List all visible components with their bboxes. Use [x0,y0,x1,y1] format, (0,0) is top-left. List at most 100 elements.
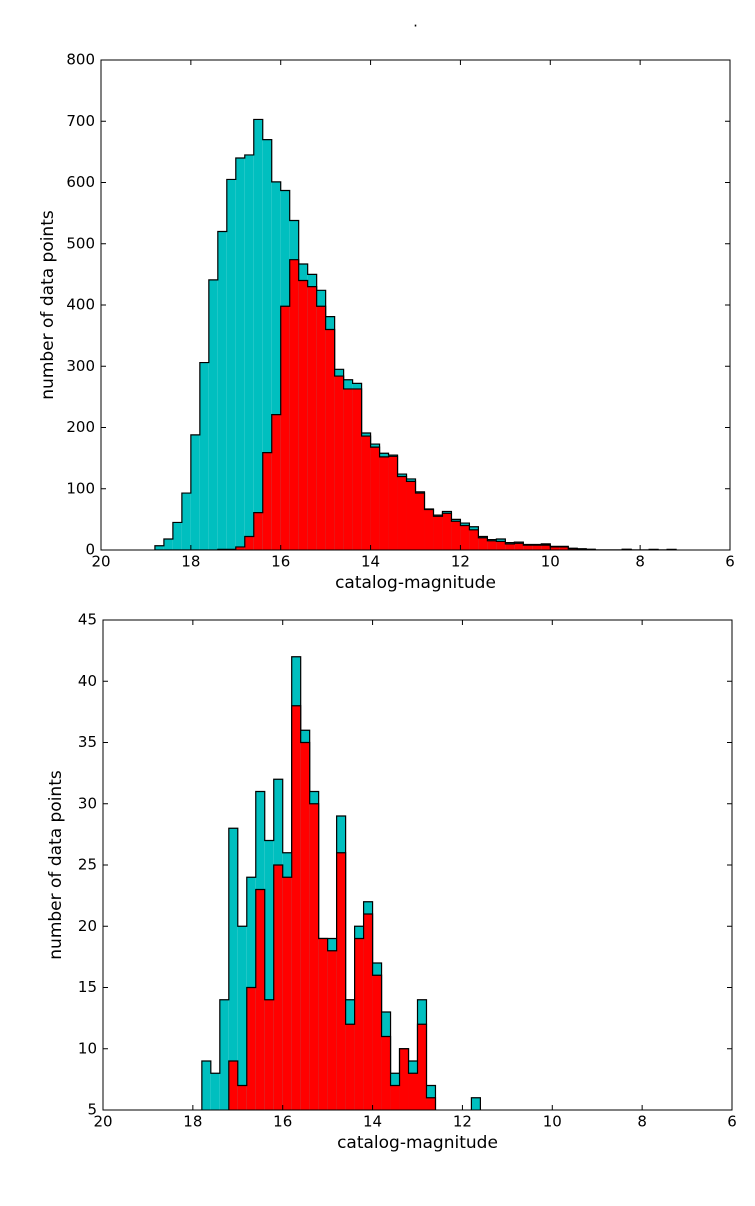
y-tick-label: 5 [87,1101,97,1119]
y-tick-label: 100 [66,479,95,497]
bar [172,522,182,550]
bar [451,521,461,550]
bar [541,545,551,550]
bar [226,179,236,550]
bar [300,742,310,1110]
plot-area [201,656,481,1110]
bar [219,999,229,1110]
bar [514,543,524,550]
bar [363,914,373,1110]
x-tick-label: 12 [453,1113,472,1131]
y-tick-label: 600 [66,173,95,191]
bar [208,279,218,550]
bar [550,546,560,550]
x-tick-label: 12 [451,553,470,571]
bar [415,493,425,550]
bar [388,456,398,550]
y-tick-label: 30 [78,794,97,812]
y-tick-label: 400 [66,296,95,314]
x-tick-label: 14 [361,553,380,571]
bar [471,1097,481,1110]
bar [345,1024,355,1110]
y-tick-label: 800 [66,51,95,69]
bar [235,546,245,550]
x-tick-label: 10 [541,553,560,571]
histogram-outline [154,118,677,550]
plot-area [154,118,677,550]
bar [372,975,382,1110]
bar [325,329,335,550]
bar [271,414,281,550]
x-axis-label: catalog-magnitude [337,1133,498,1153]
bar [262,452,272,550]
bar [505,543,515,550]
bar [390,1085,400,1110]
bar [343,388,353,550]
bar [523,545,533,550]
bar [397,476,407,550]
x-tick-label: 20 [93,1113,112,1131]
bar [273,865,283,1110]
bar [460,525,470,550]
y-tick-label: 500 [66,234,95,252]
bar [237,926,247,1110]
bar [289,259,299,550]
bar [559,546,569,550]
y-axis-label: number of data points [38,210,58,400]
x-tick-label: 20 [91,553,110,571]
bar [154,545,164,550]
bar [298,280,308,550]
bar [334,376,344,550]
bar [406,481,416,550]
bar [352,388,362,550]
histogram-outline [201,705,481,1110]
x-axis-label: catalog-magnitude [335,573,496,593]
bar [228,1061,238,1110]
bar [361,436,371,550]
y-tick-label: 0 [85,541,95,559]
bar [399,1048,409,1110]
bar [469,529,479,550]
bar [291,705,301,1110]
bar [262,139,272,550]
y-tick-label: 45 [78,611,97,629]
bar [271,181,281,550]
bar [244,536,254,550]
bar [379,456,389,550]
x-tick-label: 16 [273,1113,292,1131]
bar [370,447,380,550]
x-tick-label: 16 [271,553,290,571]
bar [181,493,191,550]
bar [424,509,434,550]
bar [244,154,254,550]
x-tick-label: 8 [637,1113,647,1131]
bar [381,1036,391,1110]
y-tick-label: 10 [78,1039,97,1057]
chart-title: . [413,13,418,31]
y-tick-label: 25 [78,856,97,874]
bar [190,434,200,550]
bar [408,1073,418,1110]
x-tick-label: 6 [727,1113,737,1131]
bar [235,158,245,550]
bar [264,999,274,1110]
bar [568,548,578,550]
bar [163,538,173,550]
bar [210,1073,220,1110]
bar [532,545,542,550]
y-tick-label: 20 [78,917,97,935]
bar [237,1085,247,1110]
x-tick-label: 6 [725,553,735,571]
bar [199,362,209,550]
y-tick-label: 35 [78,733,97,751]
x-tick-label: 18 [183,1113,202,1131]
bar [255,889,265,1110]
bar [426,1097,436,1110]
bar [217,231,227,550]
bar [354,938,364,1110]
histogram-outline [154,259,677,550]
bar [496,541,506,550]
bar [309,803,319,1110]
bar [487,540,497,550]
